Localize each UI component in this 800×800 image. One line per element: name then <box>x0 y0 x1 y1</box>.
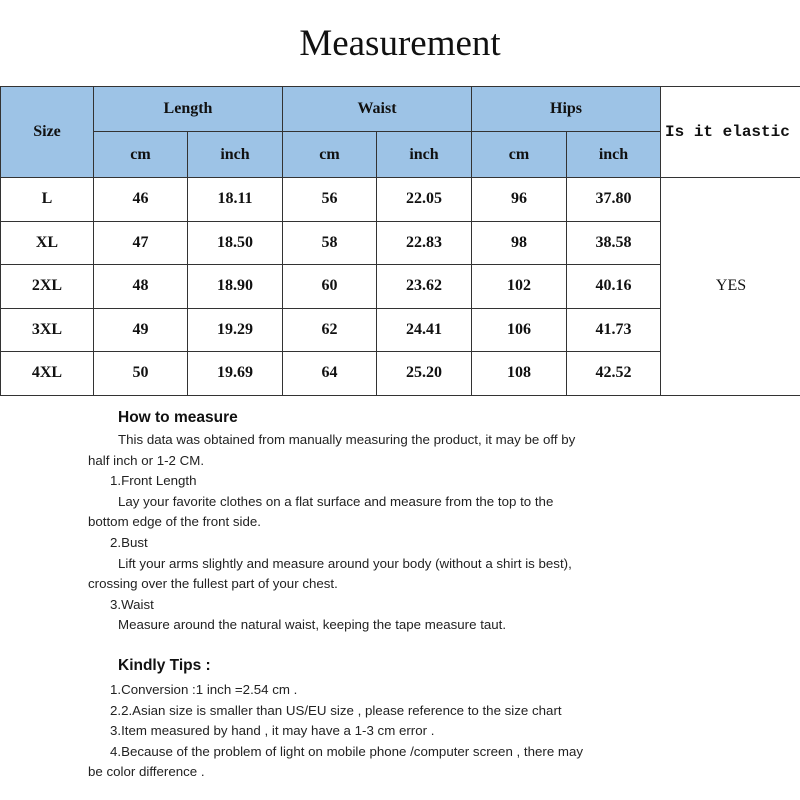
value-cell: 18.50 <box>187 220 283 265</box>
value-cell: 42.52 <box>565 351 662 396</box>
value-cell: 96 <box>471 177 567 222</box>
table-row: 3XL 49 19.29 62 24.41 106 41.73 <box>0 307 800 352</box>
tip-line: 3.Item measured by hand , it may have a … <box>110 723 435 739</box>
instruction-line: half inch or 1-2 CM. <box>88 452 205 468</box>
value-cell: 102 <box>471 264 567 309</box>
value-cell: 62 <box>282 307 377 352</box>
value-cell: 98 <box>471 220 567 265</box>
value-cell: 41.73 <box>565 307 662 352</box>
how-to-measure-heading: How to measure <box>118 409 238 426</box>
value-cell: 64 <box>282 351 377 396</box>
table-row: L 46 18.11 56 22.05 96 37.80 YES <box>0 177 800 396</box>
waist-header: Waist <box>282 86 472 132</box>
unit-header: cm <box>471 131 567 178</box>
tip-line: be color difference . <box>88 764 205 780</box>
value-cell: 49 <box>93 307 188 352</box>
elastic-header: Is it elastic <box>660 86 800 178</box>
unit-header: cm <box>93 131 188 178</box>
instruction-line: 3.Waist <box>110 596 154 612</box>
value-cell: 50 <box>93 351 188 396</box>
tip-line: 2.2.Asian size is smaller than US/EU siz… <box>110 702 562 718</box>
instruction-line: Lay your favorite clothes on a flat surf… <box>118 493 554 509</box>
tip-line: 4.Because of the problem of light on mob… <box>110 743 584 759</box>
value-cell: 22.83 <box>376 220 472 265</box>
length-header: Length <box>93 86 283 132</box>
page-title: Measurement <box>299 23 501 64</box>
value-cell: 18.90 <box>187 264 283 309</box>
size-chart-table: Size Length Waist Hips Is it elastic cm … <box>0 86 800 396</box>
size-cell: L <box>0 177 94 222</box>
unit-header: cm <box>282 131 377 178</box>
table-row: 2XL 48 18.90 60 23.62 102 40.16 <box>0 264 800 309</box>
value-cell: 40.16 <box>565 264 662 309</box>
tip-line: 1.Conversion :1 inch =2.54 cm . <box>110 682 298 697</box>
value-cell: 22.05 <box>376 177 472 222</box>
size-cell: XL <box>0 220 94 265</box>
value-cell: 23.62 <box>376 264 472 309</box>
value-cell: 108 <box>471 351 567 396</box>
instruction-line: crossing over the fullest part of your c… <box>88 576 338 592</box>
table-row: XL 47 18.50 58 22.83 98 38.58 <box>0 220 800 265</box>
instruction-line: Lift your arms slightly and measure arou… <box>118 555 572 571</box>
value-cell: 48 <box>93 264 188 309</box>
size-header: Size <box>0 86 94 178</box>
table-row: 4XL 50 19.69 64 25.20 108 42.52 <box>0 351 800 396</box>
value-cell: 18.11 <box>187 177 283 222</box>
kindly-tips-heading: Kindly Tips : <box>118 657 211 674</box>
value-cell: 19.29 <box>187 307 283 352</box>
value-cell: 56 <box>282 177 377 222</box>
value-cell: 19.69 <box>187 351 283 396</box>
unit-header: inch <box>187 131 283 178</box>
value-cell: 46 <box>93 177 188 222</box>
value-cell: 58 <box>282 220 377 265</box>
value-cell: 47 <box>93 220 188 265</box>
value-cell: 60 <box>282 264 377 309</box>
unit-header: inch <box>376 131 472 178</box>
value-cell: 25.20 <box>376 351 472 396</box>
unit-header: inch <box>565 131 662 178</box>
value-cell: 38.58 <box>565 220 662 265</box>
instruction-line: Measure around the natural waist, keepin… <box>118 617 507 633</box>
size-cell: 4XL <box>0 351 94 396</box>
instruction-line: 1.Front Length <box>110 473 197 489</box>
size-cell: 3XL <box>0 307 94 352</box>
value-cell: 24.41 <box>376 307 472 352</box>
size-cell: 2XL <box>0 264 94 309</box>
hips-header: Hips <box>470 86 662 132</box>
instruction-line: 2.Bust <box>110 535 148 550</box>
elastic-value: YES <box>660 177 800 396</box>
value-cell: 37.80 <box>565 177 662 222</box>
instruction-line: bottom edge of the front side. <box>88 514 261 530</box>
value-cell: 106 <box>471 307 567 352</box>
instruction-line: This data was obtained from manually mea… <box>118 432 576 447</box>
